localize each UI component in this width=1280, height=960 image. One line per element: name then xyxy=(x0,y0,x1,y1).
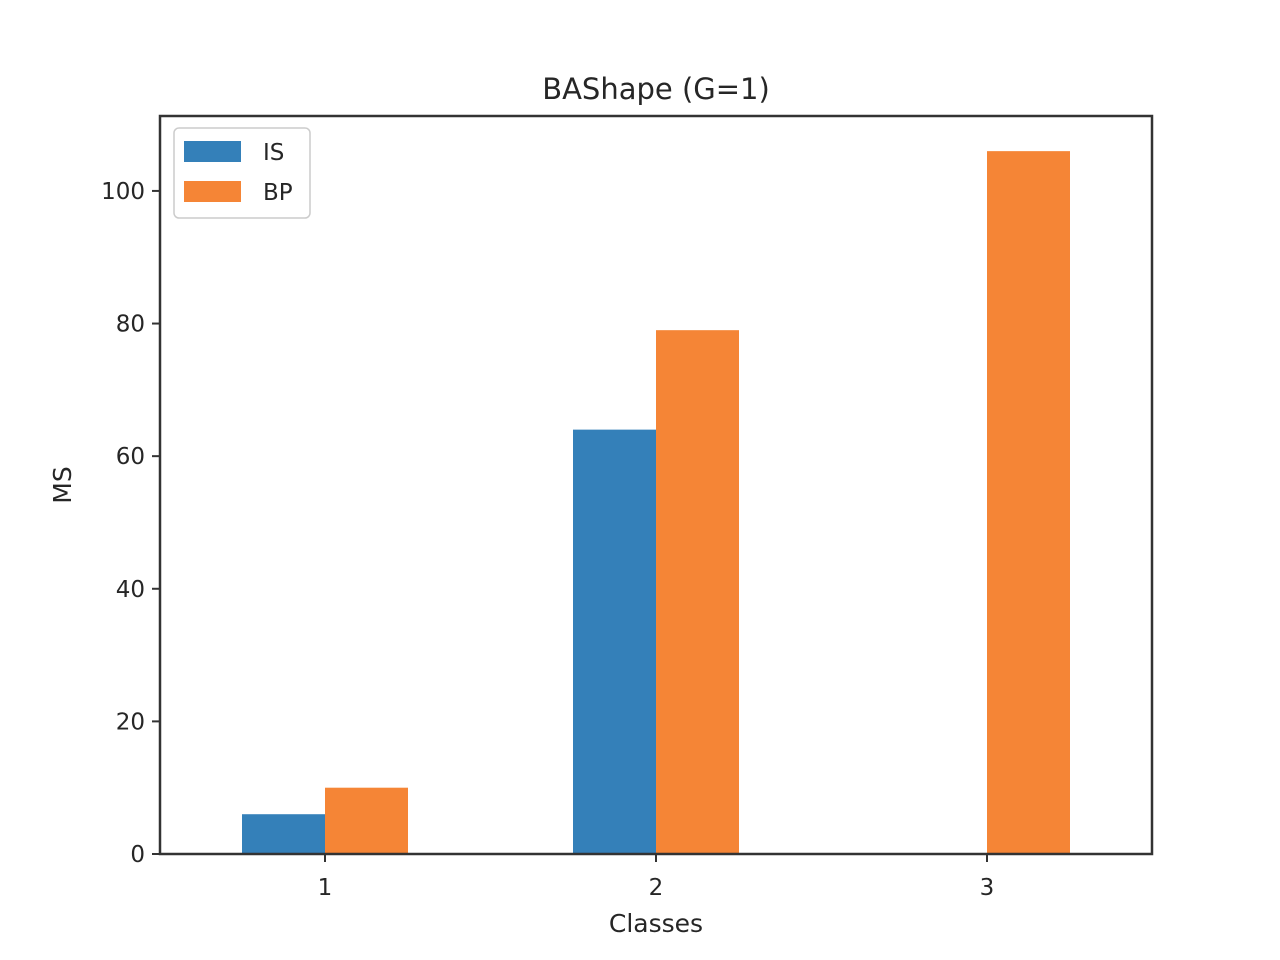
y-tick-label: 40 xyxy=(116,577,145,603)
bar-is-class-1 xyxy=(242,814,325,854)
legend-swatch-bp xyxy=(184,181,241,202)
legend-label-bp: BP xyxy=(263,180,293,206)
legend-swatch-is xyxy=(184,141,241,162)
y-tick-label: 100 xyxy=(101,179,145,205)
y-tick-label: 0 xyxy=(130,842,145,868)
bars-group xyxy=(242,151,1070,855)
bar-is-class-2 xyxy=(573,429,656,854)
y-axis-label: MS xyxy=(48,466,77,503)
bar-bp-class-1 xyxy=(325,787,408,854)
bar-bp-class-3 xyxy=(987,151,1070,855)
y-tick-label: 60 xyxy=(116,444,145,470)
y-tick-label: 20 xyxy=(116,709,145,735)
x-tick-label: 2 xyxy=(649,875,664,901)
x-tick-label: 3 xyxy=(980,875,995,901)
x-axis-label: Classes xyxy=(609,909,703,938)
y-tick-label: 80 xyxy=(116,312,145,338)
chart-title: BAShape (G=1) xyxy=(542,72,770,106)
x-axis: 1 2 3 xyxy=(318,854,995,901)
y-axis: 0 20 40 60 80 100 xyxy=(101,179,160,868)
legend-label-is: IS xyxy=(263,140,284,166)
legend: IS BP xyxy=(173,127,311,219)
x-tick-label: 1 xyxy=(318,875,333,901)
bar-bp-class-2 xyxy=(656,330,739,855)
